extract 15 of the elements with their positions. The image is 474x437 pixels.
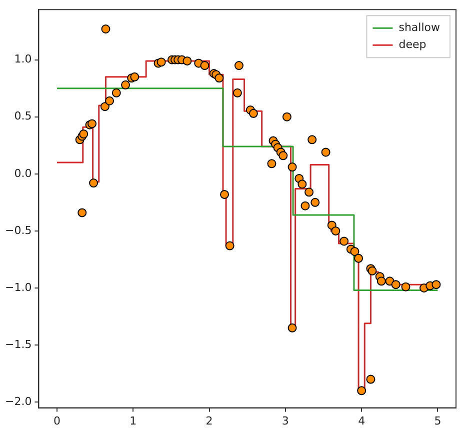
- x-tick-label: 0: [53, 414, 60, 428]
- legend-label: shallow: [398, 20, 440, 34]
- x-tick-label: 5: [434, 414, 442, 428]
- x-tick-label: 1: [130, 414, 137, 428]
- x-tick-label: 2: [206, 414, 213, 428]
- y-tick-label: −1.5: [4, 338, 32, 351]
- y-tick-label: 0.0: [14, 166, 32, 180]
- y-tick-label: −2.0: [4, 394, 32, 408]
- y-tick-label: −1.0: [4, 280, 32, 294]
- y-tick-label: 0.5: [14, 110, 32, 123]
- legend-label: deep: [398, 38, 426, 51]
- y-tick-label: −0.5: [4, 224, 32, 237]
- x-tick-label: 3: [282, 414, 289, 428]
- x-tick-label: 4: [358, 414, 366, 428]
- y-tick-label: 1.0: [14, 52, 32, 66]
